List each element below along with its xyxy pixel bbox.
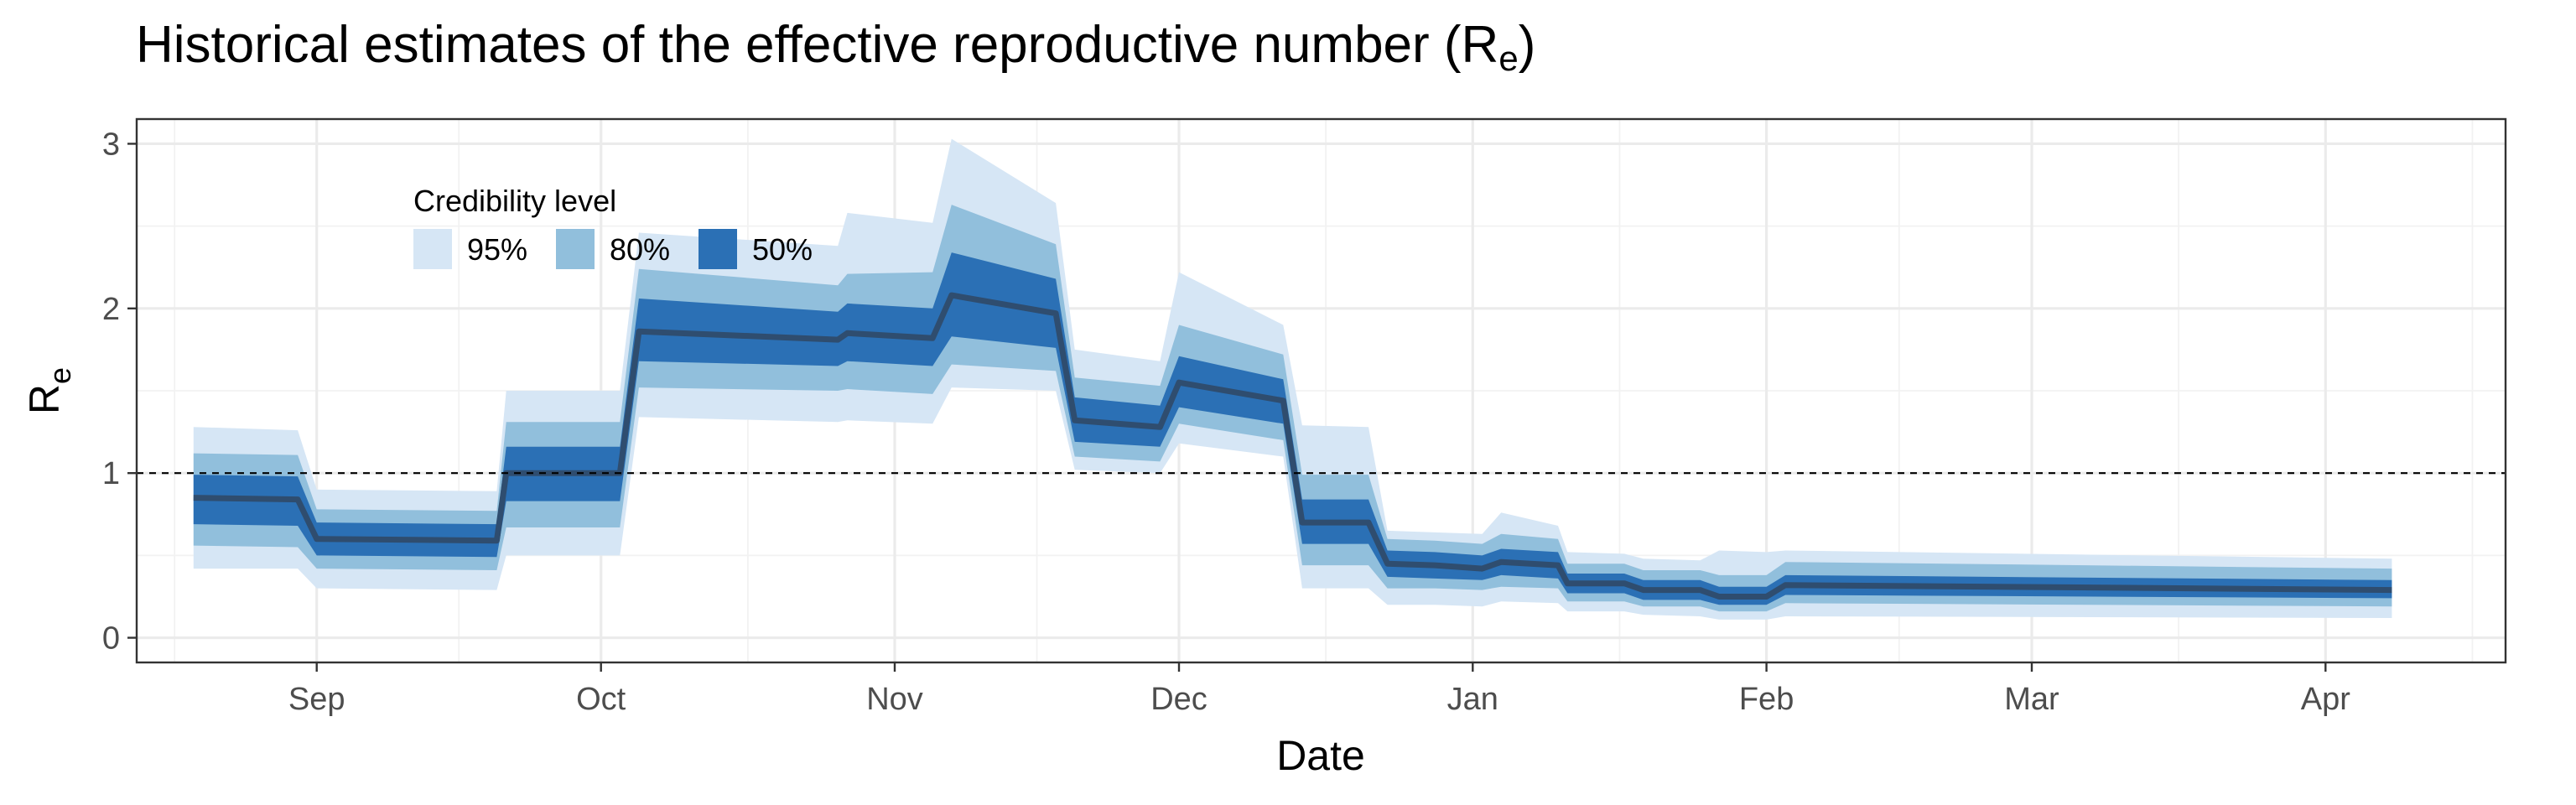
- chart-title-suffix: ): [1518, 16, 1536, 74]
- band-95: [193, 138, 2392, 620]
- legend-swatch: [413, 229, 452, 269]
- y-axis-title: Re: [21, 367, 77, 414]
- y-axis-title-subscript: e: [43, 367, 77, 384]
- x-axis: Sep Oct Nov Dec Jan Feb Mar Apr: [288, 662, 2350, 717]
- x-tick-label: Dec: [1150, 682, 1208, 717]
- y-tick-label: 2: [102, 292, 120, 327]
- legend-title: Credibility level: [413, 184, 616, 218]
- x-tick-label: Apr: [2301, 682, 2350, 717]
- svg-text:Re: Re: [21, 367, 77, 414]
- chart-title-subscript: e: [1498, 39, 1519, 78]
- x-tick-label: Feb: [1739, 682, 1794, 717]
- y-axis: 0 1 2 3: [102, 127, 137, 657]
- x-tick-label: Jan: [1447, 682, 1498, 717]
- x-axis-title: Date: [1276, 732, 1365, 779]
- legend-items: 95% 80% 50%: [413, 229, 813, 269]
- y-tick-label: 3: [102, 127, 120, 162]
- x-tick-label: Sep: [288, 682, 345, 717]
- chart-title: Historical estimates of the effective re…: [136, 15, 1535, 79]
- chart-title-main: Historical estimates of the effective re…: [136, 16, 1499, 74]
- legend-label: 50%: [752, 232, 813, 267]
- legend-swatch: [556, 229, 595, 269]
- legend-label: 80%: [610, 232, 670, 267]
- credibility-bands: [193, 138, 2392, 620]
- y-axis-title-main: R: [21, 384, 68, 414]
- y-tick-label: 0: [102, 621, 120, 657]
- legend: Credibility level 95% 80% 50%: [413, 184, 813, 269]
- x-tick-label: Nov: [866, 682, 923, 717]
- band-50: [193, 252, 2392, 605]
- y-tick-label: 1: [102, 456, 120, 491]
- x-tick-label: Oct: [576, 682, 626, 717]
- x-tick-label: Mar: [2004, 682, 2059, 717]
- plot-border: [135, 117, 2507, 664]
- legend-swatch: [699, 229, 737, 269]
- legend-label: 95%: [467, 232, 527, 267]
